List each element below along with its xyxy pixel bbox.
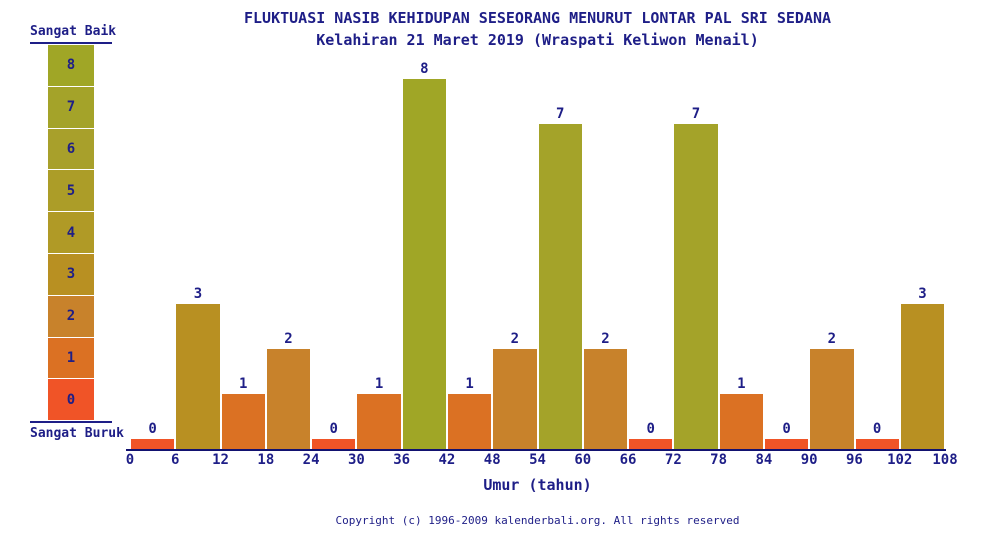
x-axis-line <box>126 449 946 451</box>
x-axis-tick-label: 108 <box>932 452 958 468</box>
bar-slot-102-108: 3 <box>900 60 945 449</box>
bar-slot-84-90: 0 <box>764 60 809 449</box>
bar <box>719 394 763 449</box>
x-axis-tick-label: 36 <box>393 452 411 468</box>
x-axis-tick-label: 30 <box>347 452 365 468</box>
bar <box>674 124 718 449</box>
bar-slot-72-78: 7 <box>673 60 718 449</box>
bar-slot-12-18: 1 <box>221 60 266 449</box>
x-axis-tick-label: 78 <box>710 452 728 468</box>
legend-top-rule <box>30 42 112 44</box>
chart-title: FLUKTUASI NASIB KEHIDUPAN SESEORANG MENU… <box>244 9 831 27</box>
bar-slot-48-54: 2 <box>492 60 537 449</box>
bar <box>312 439 356 449</box>
x-axis-tick-label: 24 <box>302 452 320 468</box>
bar-slot-36-42: 8 <box>402 60 447 449</box>
x-axis-tick-label: 42 <box>438 452 456 468</box>
legend-cell-3: 3 <box>48 253 94 295</box>
x-axis-tick-label: 60 <box>574 452 592 468</box>
bar-slot-66-72: 0 <box>628 60 673 449</box>
bar <box>221 394 265 449</box>
x-axis-tick-label: 72 <box>664 452 682 468</box>
bar <box>629 439 673 449</box>
bar-value-label: 0 <box>148 421 157 437</box>
x-axis-tick-label: 66 <box>619 452 637 468</box>
bar-value-label: 0 <box>782 421 791 437</box>
legend-cell-8: 8 <box>48 45 94 86</box>
x-axis-tick-labels: 0 6 12 18 24 30 36 42 48 54 60 66 72 78 84 90 96 102 108 <box>126 452 958 468</box>
x-axis-tick-label: 48 <box>483 452 501 468</box>
bar-slot-78-84: 1 <box>719 60 764 449</box>
x-axis-tick-label: 6 <box>171 452 180 468</box>
bar <box>583 349 628 449</box>
bar-value-label: 7 <box>555 106 565 122</box>
bar <box>266 349 311 449</box>
bar-value-label: 2 <box>510 331 520 347</box>
x-axis-tick-label: 96 <box>846 452 863 468</box>
legend-cell-0: 0 <box>48 379 94 421</box>
bar-value-label: 1 <box>238 376 248 392</box>
bar-slot-0-6: 0 <box>130 60 175 449</box>
x-axis-tick-label: 0 <box>125 452 135 468</box>
bar-slot-6-12: 3 <box>175 60 220 449</box>
bar-value-label: 3 <box>193 286 203 302</box>
x-axis-tick-label: 54 <box>529 452 546 468</box>
bar-value-label: 0 <box>646 421 655 437</box>
bar-value-label: 1 <box>465 376 474 392</box>
x-axis-tick-label: 84 <box>755 452 773 468</box>
bar-slot-30-36: 1 <box>356 60 401 449</box>
bar-slot-96-102: 0 <box>855 60 900 449</box>
bar <box>357 394 401 449</box>
x-axis-tick-label: 102 <box>887 452 913 468</box>
bar-value-label: 2 <box>284 331 293 347</box>
bar-slot-42-48: 1 <box>447 60 492 449</box>
chart-header: FLUKTUASI NASIB KEHIDUPAN SESEORANG MENU… <box>130 9 945 49</box>
bar-slot-54-60: 7 <box>538 60 583 449</box>
legend-cell-2: 2 <box>48 295 94 337</box>
bar <box>493 349 537 449</box>
bar-value-label: 1 <box>374 376 384 392</box>
bar-slot-90-96: 2 <box>809 60 854 449</box>
legend-best-label: Sangat Baik <box>30 24 117 39</box>
bar-value-label: 8 <box>420 61 429 77</box>
bar-value-label: 7 <box>691 106 701 122</box>
x-axis-tick-label: 90 <box>800 452 818 468</box>
legend-cell-5: 5 <box>48 170 94 212</box>
bar <box>402 79 446 449</box>
bar-value-label: 2 <box>827 331 837 347</box>
bar <box>131 439 175 449</box>
chart-subtitle: Kelahiran 21 Maret 2019 (Wraspati Keliwo… <box>316 31 759 49</box>
bar <box>447 394 492 449</box>
bar <box>538 124 582 449</box>
legend-cell-6: 6 <box>48 128 94 170</box>
bar <box>810 349 854 449</box>
bar-slot-60-66: 2 <box>583 60 628 449</box>
bar-value-label: 3 <box>918 286 927 302</box>
legend-cell-4: 4 <box>48 212 94 253</box>
bar-value-label: 0 <box>872 421 882 437</box>
bar-slot-24-30: 0 <box>311 60 356 449</box>
x-axis-tick-label: 18 <box>257 452 275 468</box>
legend-bottom-rule <box>30 421 112 424</box>
bar <box>176 304 220 449</box>
legend-cell-7: 7 <box>48 86 94 128</box>
x-axis-tick-label: 12 <box>212 452 229 468</box>
legend-worst-label: Sangat Buruk <box>30 426 124 442</box>
bar <box>900 304 945 449</box>
copyright-text: Copyright (c) 1996-2009 kalenderbali.org… <box>335 514 740 527</box>
x-axis-title: Umur (tahun) <box>483 476 592 494</box>
bar-value-label: 1 <box>737 376 746 392</box>
legend-cell-1: 1 <box>48 337 94 379</box>
bar-slot-18-24: 2 <box>266 60 311 449</box>
bar <box>764 439 809 449</box>
bar-value-label: 0 <box>329 421 338 437</box>
bar-value-label: 2 <box>601 331 610 347</box>
bar <box>855 439 899 449</box>
